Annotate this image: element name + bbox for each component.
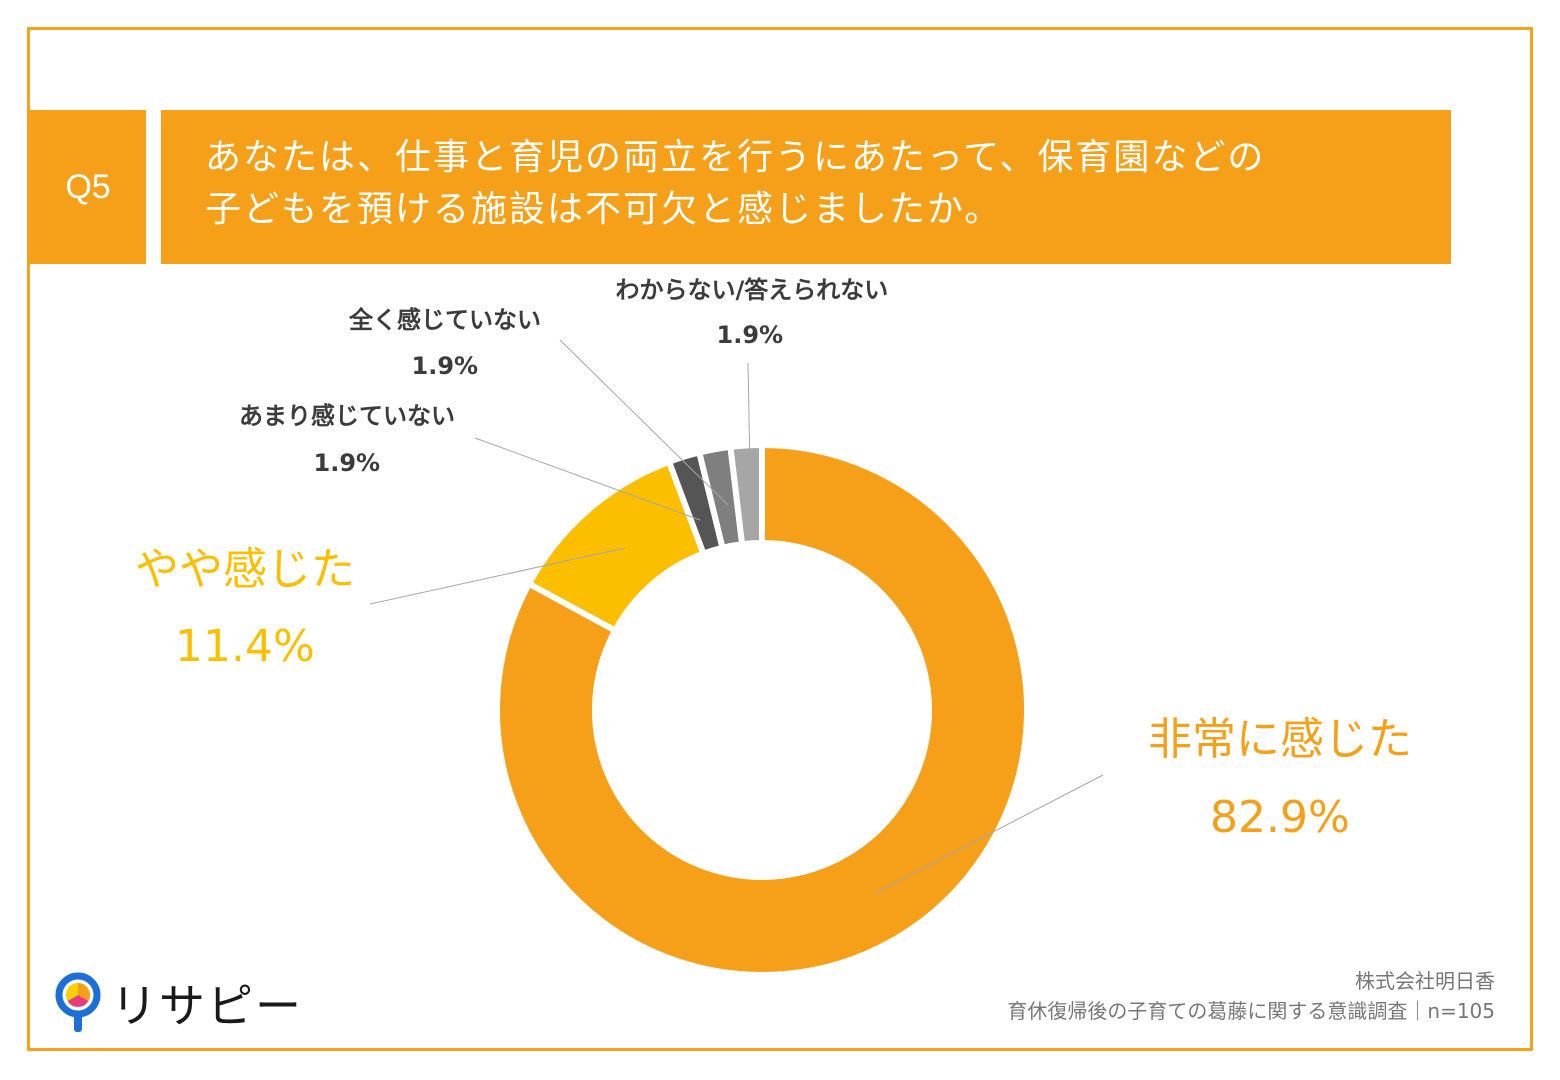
slice-category-label: やや感じた — [135, 544, 355, 595]
question-number-box: Q5 — [30, 110, 146, 264]
source-survey: 育休復帰後の子育ての葛藤に関する意識調査｜n=105 — [1007, 999, 1495, 1023]
question-title-box: あなたは、仕事と育児の両立を行うにあたって、保育園などの 子どもを預ける施設は不… — [161, 110, 1451, 264]
slide-frame: Q5 あなたは、仕事と育児の両立を行うにあたって、保育園などの 子どもを預ける施… — [27, 27, 1533, 1051]
source-note: 株式会社明日香 育休復帰後の子育ての葛藤に関する意識調査｜n=105 — [1007, 966, 1495, 1026]
question-number: Q5 — [65, 167, 111, 206]
logo-text: リサピー — [111, 979, 303, 1033]
slice-category-label: 非常に感じた — [1148, 714, 1412, 765]
slice-category-label: わからない/答えられない — [615, 275, 889, 304]
question-title-line-2: 子どもを預ける施設は不可欠と感じましたか。 — [205, 189, 1003, 230]
leader-line — [559, 339, 729, 506]
donut-slice — [494, 442, 1030, 978]
leader-line — [474, 437, 701, 521]
source-company: 株式会社明日香 — [1355, 969, 1495, 993]
slice-value-label: 82.9% — [1210, 791, 1350, 843]
logo: リサピー — [55, 970, 303, 1036]
slice-value-label: 1.9% — [313, 449, 381, 477]
donut-slice — [727, 442, 765, 548]
question-title-line-1: あなたは、仕事と育児の両立を行うにあたって、保育園などの — [205, 137, 1266, 178]
slice-value-label: 11.4% — [175, 620, 315, 672]
slice-value-label: 1.9% — [411, 352, 479, 380]
slice-category-label: 全く感じていない — [349, 305, 541, 334]
slice-value-label: 1.9% — [716, 321, 784, 349]
leader-line — [747, 362, 751, 471]
leader-line — [369, 547, 626, 605]
risapi-logo-icon — [55, 972, 101, 1032]
leader-line — [874, 774, 1104, 894]
slice-category-label: あまり感じていない — [239, 401, 455, 430]
